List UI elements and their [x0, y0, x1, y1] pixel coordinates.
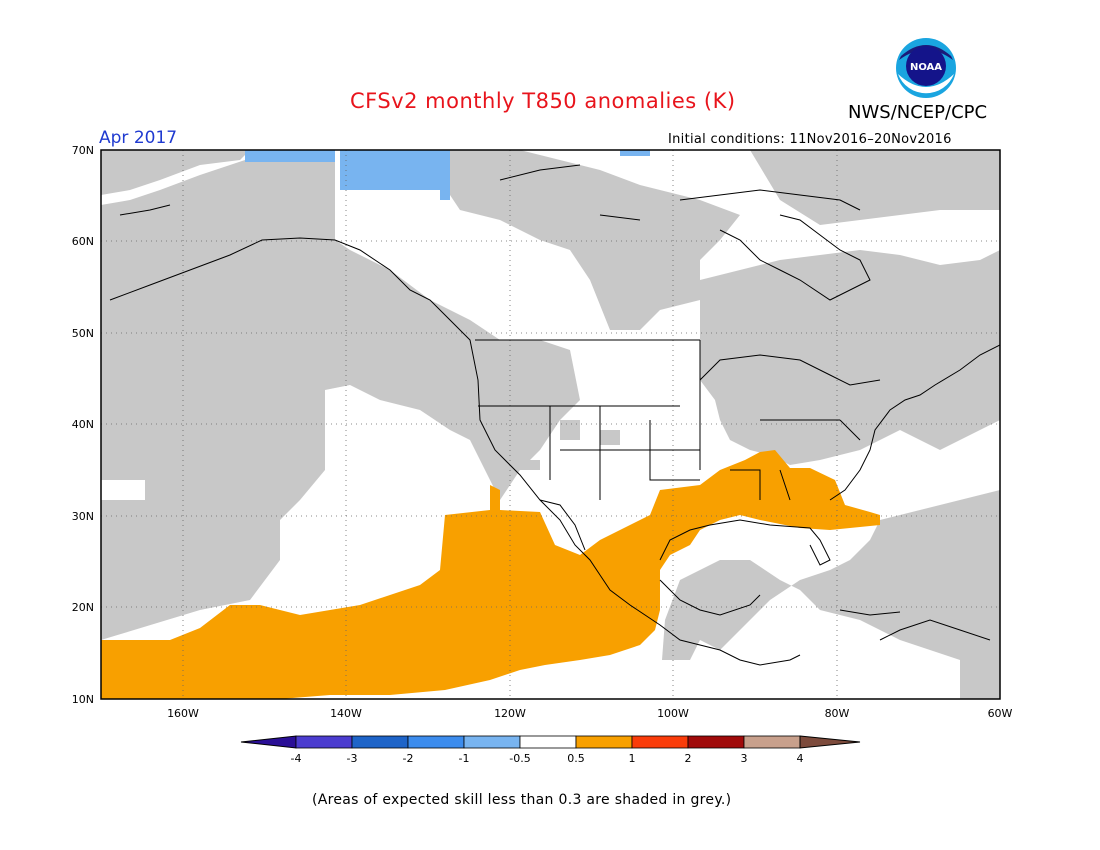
lon-label: 140W [330, 707, 362, 720]
low-skill-shading [101, 150, 1000, 699]
lat-label: 30N [72, 510, 94, 523]
cold-anomaly-shading [245, 150, 650, 200]
colorbar: -4 -3 -2 -1 -0.5 0.5 1 2 3 4 [240, 735, 861, 765]
skill-footnote: (Areas of expected skill less than 0.3 a… [312, 792, 732, 808]
colorbar-swatch [351, 735, 409, 749]
colorbar-label: 4 [797, 752, 804, 765]
map-frame [100, 149, 1001, 700]
coastlines [109, 164, 1000, 666]
axis-labels: 70N 60N 50N 40N 30N 20N 10N 160W 140W 120W 100W 80W… [72, 144, 1013, 720]
agency-label: NWS/NCEP/CPC [848, 102, 988, 123]
colorbar-swatch [687, 735, 745, 749]
lon-label: 160W [167, 707, 199, 720]
valid-month-label: Apr 2017 [99, 128, 178, 148]
colorbar-label: 1 [629, 752, 636, 765]
noaa-logo-text: NOAA [910, 62, 942, 73]
anomaly-field [101, 150, 1000, 699]
colorbar-swatch [519, 735, 577, 749]
lon-label: 120W [494, 707, 526, 720]
colorbar-label: -3 [347, 752, 358, 765]
lat-label: 70N [72, 144, 94, 157]
colorbar-label: 0.5 [567, 752, 585, 765]
lat-label: 60N [72, 235, 94, 248]
colorbar-swatch [463, 735, 521, 749]
colorbar-label: 2 [685, 752, 692, 765]
colorbar-swatch [631, 735, 689, 749]
colorbar-swatch [743, 735, 801, 749]
colorbar-label: -4 [291, 752, 302, 765]
lon-label: 60W [988, 707, 1013, 720]
noaa-logo: NOAA [896, 38, 956, 98]
map-title: CFSv2 monthly T850 anomalies (K) [350, 89, 736, 113]
colorbar-label: 3 [741, 752, 748, 765]
lat-label: 20N [72, 601, 94, 614]
colorbar-high-arrow [799, 735, 861, 749]
colorbar-swatch [575, 735, 633, 749]
colorbar-swatch [295, 735, 353, 749]
colorbar-label: -1 [459, 752, 470, 765]
initial-conditions-label: Initial conditions: 11Nov2016–20Nov2016 [668, 132, 952, 147]
colorbar-low-arrow [240, 735, 297, 749]
colorbar-swatch [407, 735, 465, 749]
lon-label: 80W [825, 707, 850, 720]
lat-label: 40N [72, 418, 94, 431]
lat-label: 50N [72, 327, 94, 340]
lat-label: 10N [72, 693, 94, 706]
colorbar-label: -0.5 [509, 752, 530, 765]
warm-anomaly-shading [101, 450, 880, 699]
lon-label: 100W [657, 707, 689, 720]
colorbar-label: -2 [403, 752, 414, 765]
